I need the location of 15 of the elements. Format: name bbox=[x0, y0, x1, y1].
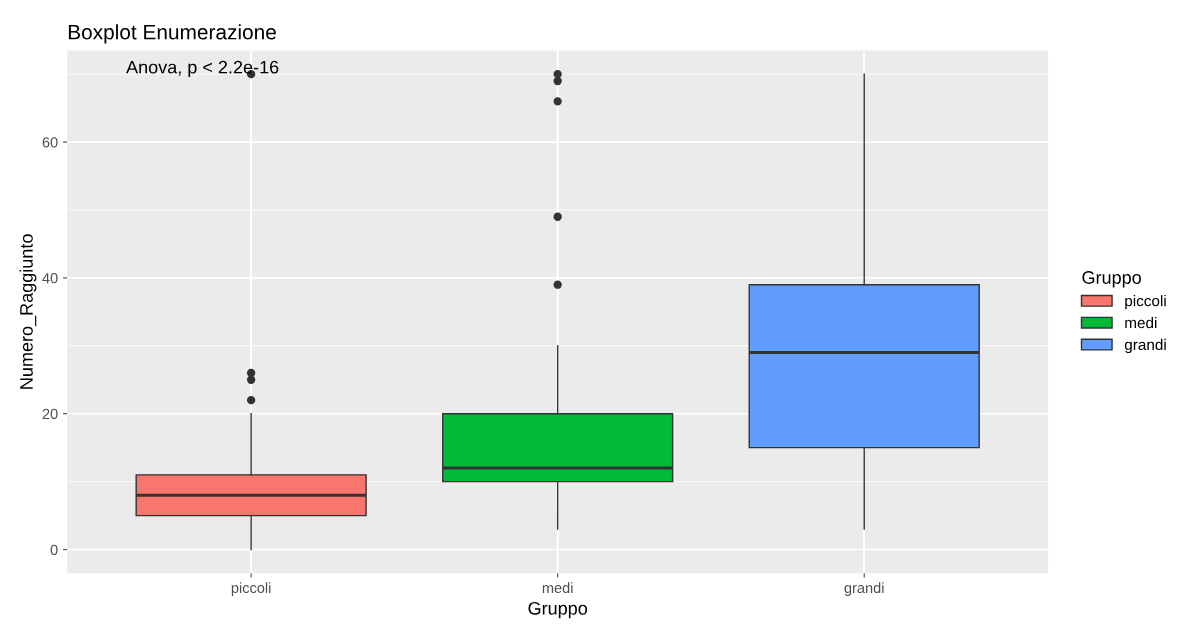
x-tick-label: grandi bbox=[844, 582, 884, 596]
x-axis-title: Gruppo bbox=[528, 601, 588, 619]
legend-label: medi bbox=[1125, 316, 1157, 329]
y-tick-label: 20 bbox=[42, 408, 58, 420]
annotation: Anova, p < 2.2e-16 bbox=[126, 60, 279, 78]
y-tick-label: 40 bbox=[42, 273, 58, 284]
y-axis-title: Numero_Raggiunto bbox=[19, 234, 37, 389]
x-tick-label: medi bbox=[542, 582, 573, 594]
chart-title: Boxplot Enumerazione bbox=[68, 24, 276, 44]
x-tick-label: piccoli bbox=[231, 582, 271, 596]
y-tick-label: 0 bbox=[50, 544, 58, 555]
legend-label: piccoli bbox=[1125, 295, 1166, 310]
legend-title: Gruppo bbox=[1082, 271, 1141, 288]
y-tick-label: 60 bbox=[42, 137, 58, 148]
legend-label: grandi bbox=[1124, 338, 1166, 354]
